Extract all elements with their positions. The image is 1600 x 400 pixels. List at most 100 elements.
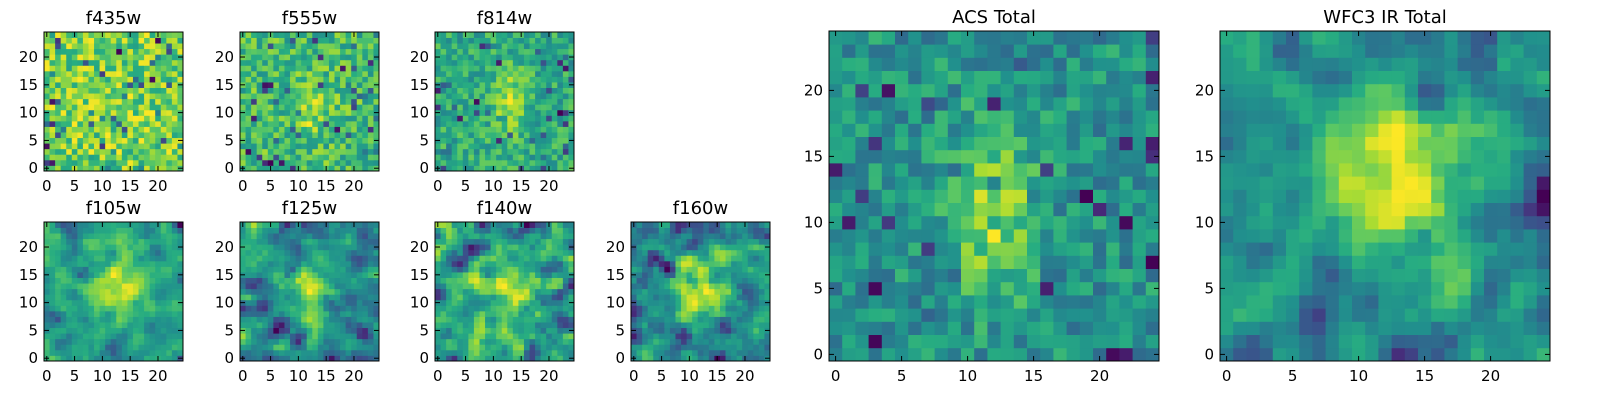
heatmap-cell <box>55 37 62 44</box>
heatmap-cell <box>1013 295 1028 309</box>
heatmap-cell <box>351 305 358 312</box>
heatmap-cell <box>60 272 67 278</box>
heatmap-cell <box>328 272 335 278</box>
y-tick-label: 15 <box>410 266 429 284</box>
heatmap-cell <box>631 305 637 312</box>
heatmap-cell <box>301 283 308 290</box>
heatmap-cell <box>356 65 363 72</box>
heatmap-cell <box>345 322 352 329</box>
heatmap-cell <box>658 283 665 290</box>
heatmap-cell <box>518 59 525 66</box>
heatmap-cell <box>88 76 95 83</box>
heatmap-cell <box>373 277 380 284</box>
heatmap-cell <box>71 238 78 245</box>
heatmap-cell <box>535 294 542 301</box>
heatmap-cell <box>1066 334 1081 349</box>
heatmap-cell <box>278 244 285 251</box>
heatmap-cell <box>262 327 269 334</box>
heatmap-cell <box>295 233 302 240</box>
heatmap-cell <box>60 32 67 38</box>
heatmap-cell <box>507 154 514 161</box>
heatmap-cell <box>479 238 486 245</box>
heatmap-cell <box>675 338 682 345</box>
heatmap-cell <box>507 159 514 166</box>
heatmap-cell <box>273 154 280 161</box>
heatmap-cell <box>267 227 274 234</box>
heatmap-cell <box>340 227 347 234</box>
heatmap-cell <box>49 233 56 240</box>
heatmap-cell <box>440 104 447 111</box>
heatmap-cell <box>451 82 458 88</box>
heatmap-cell <box>49 344 56 351</box>
heatmap-cell <box>1106 189 1120 203</box>
heatmap-cell <box>295 272 302 278</box>
heatmap-cell <box>351 260 358 267</box>
heatmap-cell <box>290 82 296 88</box>
heatmap-cell <box>1106 255 1120 269</box>
heatmap-cell <box>262 322 269 329</box>
heatmap-cell <box>1119 255 1133 269</box>
heatmap-cell <box>507 277 514 284</box>
heatmap-cell <box>664 355 671 362</box>
heatmap-cell <box>245 37 252 44</box>
heatmap-cell <box>171 222 178 228</box>
heatmap-cell <box>562 54 569 61</box>
heatmap-cell <box>868 281 883 296</box>
heatmap-cell <box>562 132 569 139</box>
heatmap-cell <box>312 70 319 77</box>
heatmap-cell <box>94 159 100 166</box>
heatmap-cell <box>367 227 374 234</box>
heatmap-cell <box>121 305 128 312</box>
heatmap-cell <box>895 176 909 190</box>
heatmap-cell <box>166 93 173 100</box>
heatmap-cell <box>653 238 660 245</box>
heatmap-cell <box>703 266 710 273</box>
heatmap-cell <box>714 299 721 306</box>
heatmap-cell <box>546 37 553 44</box>
heatmap-cell <box>435 93 441 100</box>
heatmap-cell <box>301 310 308 317</box>
heatmap-cell <box>719 222 726 228</box>
heatmap-cell <box>764 305 771 312</box>
heatmap-cell <box>317 316 324 323</box>
heatmap-cell <box>132 260 139 267</box>
heatmap-cell <box>267 260 274 267</box>
heatmap-cell <box>546 115 553 122</box>
heatmap-cell <box>132 222 139 228</box>
heatmap-cell <box>1106 215 1120 230</box>
heatmap-cell <box>367 93 374 100</box>
heatmap-cell <box>273 43 280 50</box>
heatmap-cell <box>240 104 246 111</box>
heatmap-cell <box>367 222 374 228</box>
heatmap-cell <box>166 305 173 312</box>
heatmap-cell <box>725 277 732 284</box>
heatmap-cell <box>1000 281 1015 296</box>
heatmap-cell <box>60 54 67 61</box>
heatmap-cell <box>251 104 258 111</box>
heatmap-cell <box>284 260 291 267</box>
heatmap-cell <box>66 310 73 317</box>
heatmap-cell <box>736 266 743 273</box>
heatmap-cell <box>507 137 514 144</box>
heatmap-cell <box>66 115 73 122</box>
heatmap-cell <box>166 272 173 278</box>
heatmap-cell <box>49 37 56 44</box>
heatmap-cell <box>557 98 564 105</box>
heatmap-cell <box>692 299 699 306</box>
heatmap-cell <box>44 115 50 122</box>
heatmap-cell <box>166 277 173 284</box>
heatmap-cell <box>647 244 654 251</box>
heatmap-cell <box>312 54 319 61</box>
heatmap-cell <box>160 143 167 150</box>
heatmap-cell <box>77 244 84 251</box>
heatmap-cell <box>562 283 569 290</box>
heatmap-cell <box>99 115 106 122</box>
heatmap-cell <box>60 82 67 88</box>
heatmap-cell <box>367 148 374 155</box>
heatmap-cell <box>367 294 374 301</box>
heatmap-cell <box>77 227 84 234</box>
heatmap-cell <box>312 76 319 83</box>
heatmap-cell <box>473 294 480 301</box>
heatmap-cell <box>55 126 62 133</box>
heatmap-cell <box>166 32 173 38</box>
